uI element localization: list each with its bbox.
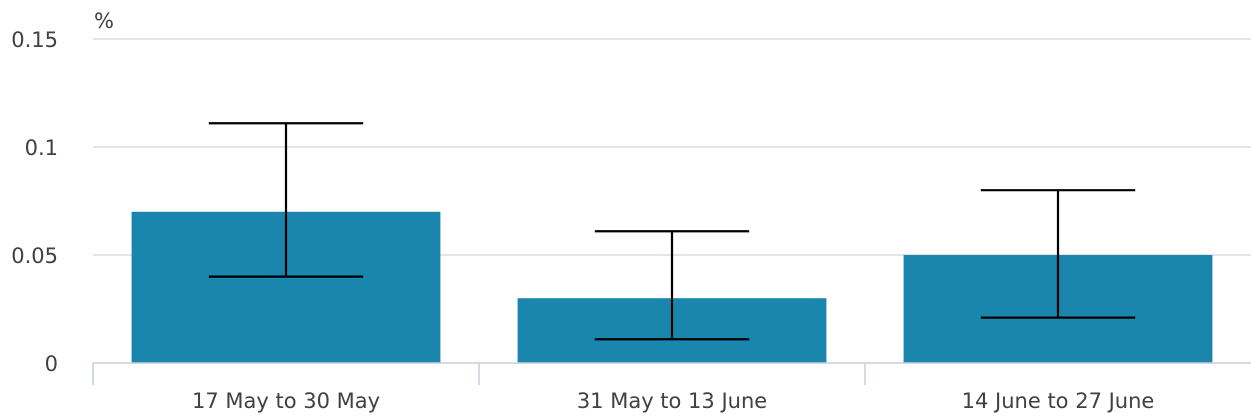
y-unit-label: % xyxy=(94,9,114,33)
axis-labels: 0 0.05 0.1 0.15 17 May to 30 May 31 May to 13… xyxy=(11,28,1154,413)
error-bars xyxy=(208,122,1136,341)
y-tick-label: 0 xyxy=(45,352,58,376)
y-tick-label: 0.15 xyxy=(11,28,58,52)
x-tick-label: 17 May to 30 May xyxy=(192,389,380,413)
x-axis xyxy=(92,362,1251,385)
x-tick-label: 14 June to 27 June xyxy=(962,389,1155,413)
x-tick-label: 31 May to 13 June xyxy=(577,389,767,413)
y-tick-label: 0.1 xyxy=(25,136,58,160)
y-tick-label: 0.05 xyxy=(11,244,58,268)
